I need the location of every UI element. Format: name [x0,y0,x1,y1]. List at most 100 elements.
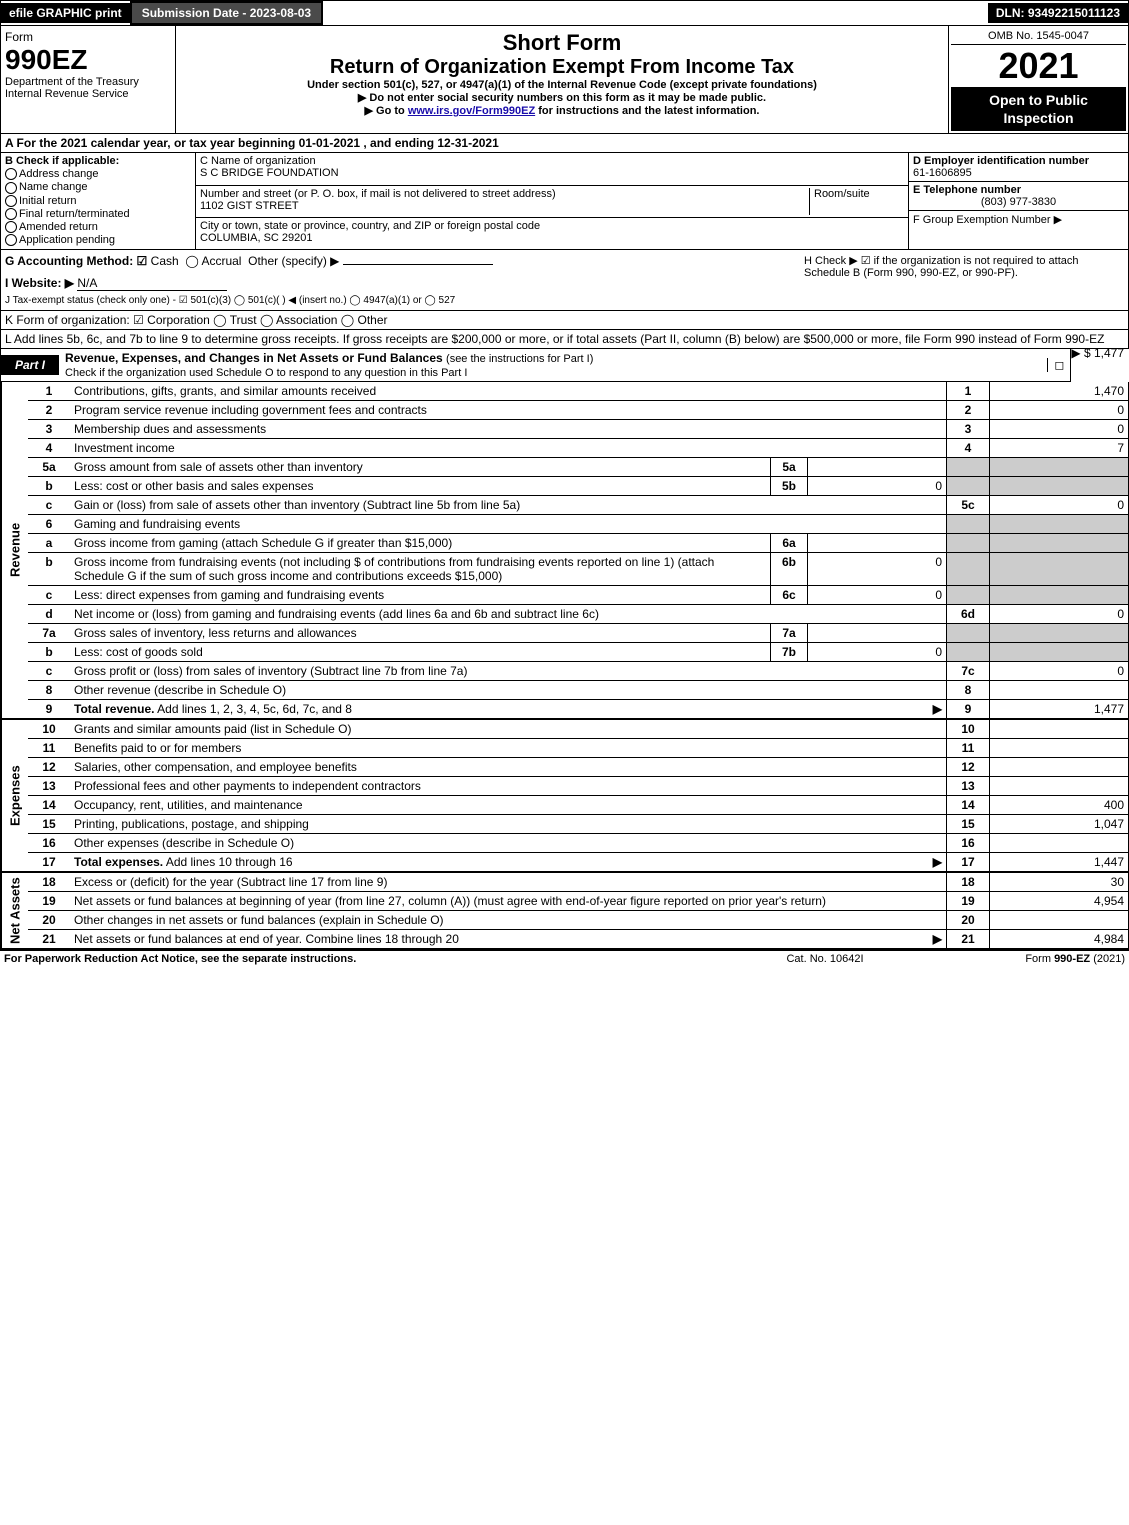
cb-initial-return[interactable]: Initial return [5,195,191,207]
footer-left: For Paperwork Reduction Act Notice, see … [4,953,725,965]
checkbox-icon [5,221,17,233]
line-number: c [28,661,70,680]
table-row: bLess: cost or other basis and sales exp… [28,476,1128,495]
part-check-note: Check if the organization used Schedule … [65,367,467,379]
street-label: Number and street (or P. O. box, if mail… [200,188,556,200]
line-description: Net assets or fund balances at end of ye… [70,929,947,948]
submission-date: Submission Date - 2023-08-03 [130,1,323,25]
table-row: 12Salaries, other compensation, and empl… [28,757,1128,776]
checkbox-icon [5,168,17,180]
sub3-suffix: for instructions and the latest informat… [538,105,759,117]
right-num-shade [947,514,990,533]
header-left: Form 990EZ Department of the Treasury In… [1,26,176,133]
line-description: Program service revenue including govern… [70,400,947,419]
table-row: 6Gaming and fundraising events [28,514,1128,533]
line-description: Occupancy, rent, utilities, and maintena… [70,795,947,814]
line-description: Total expenses. Add lines 10 through 16 … [70,852,947,871]
right-value: 1,447 [990,852,1129,871]
line-description: Net income or (loss) from gaming and fun… [70,604,947,623]
right-value [990,833,1129,852]
right-line-number: 18 [947,873,990,892]
right-value: 7 [990,438,1129,457]
line-description: Grants and similar amounts paid (list in… [70,720,947,739]
right-num-shade [947,623,990,642]
right-line-number: 11 [947,738,990,757]
omb-number: OMB No. 1545-0047 [951,28,1126,45]
phone-value: (803) 977-3830 [913,196,1124,208]
website-value: N/A [77,276,227,291]
inner-line-number: 6b [771,552,808,585]
line-number: 1 [28,382,70,401]
cb-name-change[interactable]: Name change [5,181,191,193]
line-description: Gaming and fundraising events [70,514,947,533]
city-cell: City or town, state or province, country… [196,218,908,249]
table-row: 14Occupancy, rent, utilities, and mainte… [28,795,1128,814]
table-row: 17Total expenses. Add lines 10 through 1… [28,852,1128,871]
checkbox-icon [5,208,17,220]
org-name-cell: C Name of organization S C BRIDGE FOUNDA… [196,153,908,185]
right-value: 1,477 [990,699,1129,718]
revenue-label: Revenue [1,382,28,719]
right-num-shade [947,585,990,604]
table-row: 9Total revenue. Add lines 1, 2, 3, 4, 5c… [28,699,1128,718]
line-number: b [28,552,70,585]
cb-final-return[interactable]: Final return/terminated [5,208,191,220]
table-row: 16Other expenses (describe in Schedule O… [28,833,1128,852]
table-row: 5aGross amount from sale of assets other… [28,457,1128,476]
netassets-label: Net Assets [1,873,28,949]
right-num-shade [947,533,990,552]
netassets-section: Net Assets 18Excess or (deficit) for the… [0,872,1129,950]
right-val-shade [990,476,1129,495]
right-line-number: 15 [947,814,990,833]
right-line-number: 16 [947,833,990,852]
table-row: 19Net assets or fund balances at beginni… [28,891,1128,910]
website-row: I Website: ▶ N/A [5,276,804,291]
inner-value [808,457,947,476]
line-number: 10 [28,720,70,739]
line-description: Investment income [70,438,947,457]
part-tag: Part I [1,355,59,375]
table-row: 13Professional fees and other payments t… [28,776,1128,795]
expenses-section: Expenses 10Grants and similar amounts pa… [0,719,1129,872]
right-value [990,776,1129,795]
checkbox-icon [5,182,17,194]
cb-address-change[interactable]: Address change [5,168,191,180]
inner-line-number: 7a [771,623,808,642]
netassets-table: 18Excess or (deficit) for the year (Subt… [28,873,1128,949]
line-number: 5a [28,457,70,476]
line-number: 12 [28,757,70,776]
ein-value: 61-1606895 [913,167,972,179]
table-row: 11Benefits paid to or for members11 [28,738,1128,757]
cb-amended-return[interactable]: Amended return [5,221,191,233]
table-row: 2Program service revenue including gover… [28,400,1128,419]
subtitle-2: ▶ Do not enter social security numbers o… [180,91,944,104]
tax-year: 2021 [951,45,1126,87]
checkbox-icon [5,234,17,246]
irs-link[interactable]: www.irs.gov/Form990EZ [408,105,535,117]
part-checkbox[interactable]: ◻ [1047,358,1070,372]
right-line-number: 19 [947,891,990,910]
right-value: 4,954 [990,891,1129,910]
right-line-number: 9 [947,699,990,718]
line-description: Other revenue (describe in Schedule O) [70,680,947,699]
line-number: 17 [28,852,70,871]
efile-label[interactable]: efile GRAPHIC print [1,3,130,23]
line-number: 11 [28,738,70,757]
block-b-title: B Check if applicable: [5,155,191,167]
right-value [990,910,1129,929]
table-row: aGross income from gaming (attach Schedu… [28,533,1128,552]
inner-line-number: 5b [771,476,808,495]
right-line-number: 20 [947,910,990,929]
right-line-number: 4 [947,438,990,457]
table-row: 4Investment income47 [28,438,1128,457]
line-number: 9 [28,699,70,718]
line-description: Less: cost or other basis and sales expe… [70,476,771,495]
right-val-shade [990,514,1129,533]
right-value [990,738,1129,757]
right-value: 0 [990,400,1129,419]
table-row: bGross income from fundraising events (n… [28,552,1128,585]
header-center: Short Form Return of Organization Exempt… [176,26,948,133]
top-bar: efile GRAPHIC print Submission Date - 20… [0,0,1129,26]
cb-application-pending[interactable]: Application pending [5,234,191,246]
right-line-number: 7c [947,661,990,680]
